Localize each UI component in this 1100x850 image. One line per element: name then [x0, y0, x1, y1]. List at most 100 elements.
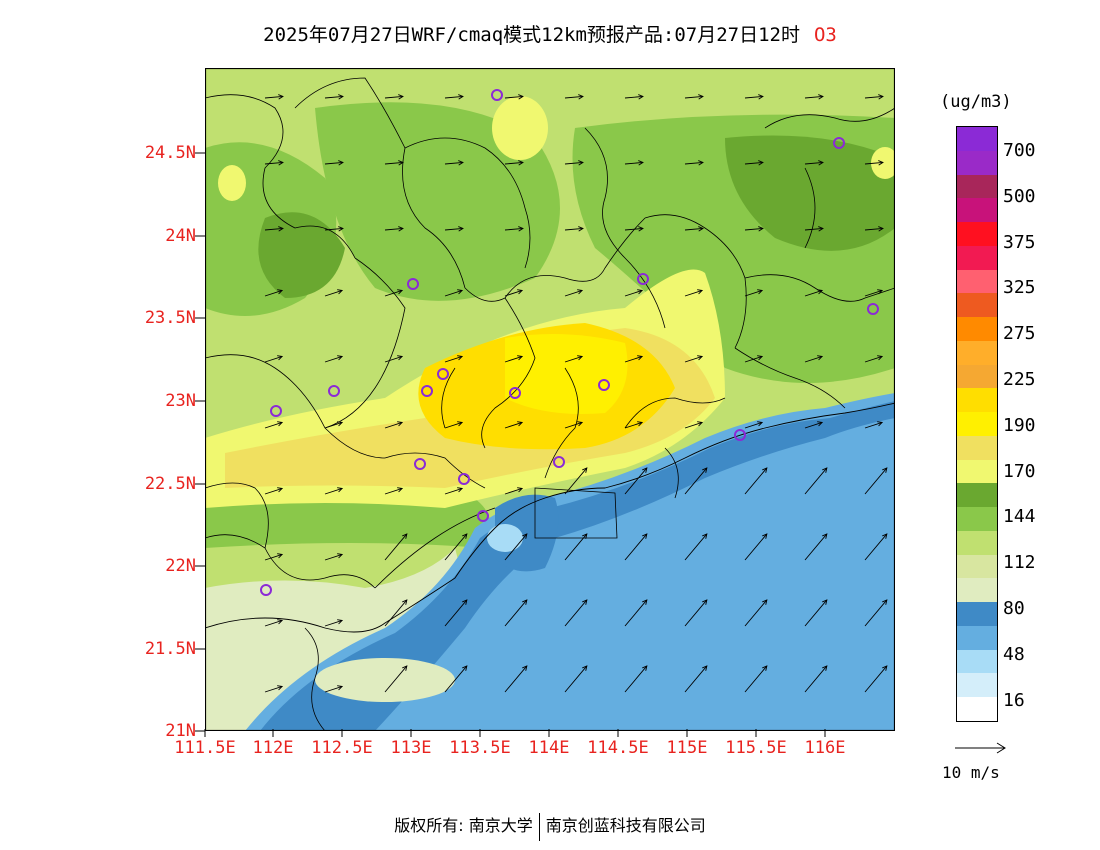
wind-arrow — [564, 467, 588, 495]
wind-arrow — [624, 467, 648, 495]
wind-arrow — [444, 488, 463, 495]
wind-arrow-head — [462, 665, 468, 671]
wind-arrow — [684, 95, 703, 99]
wind-arrow-head — [757, 289, 764, 295]
wind-arrow-head — [397, 289, 404, 295]
wind-arrow-head — [458, 160, 464, 166]
wind-arrow-head — [277, 553, 284, 559]
wind-arrow — [624, 95, 643, 99]
wind-arrow — [384, 599, 408, 627]
wind-arrow-head — [278, 94, 284, 100]
wind-arrow-head — [578, 94, 584, 100]
colorbar-label: 16 — [1003, 689, 1025, 711]
wind-arrow-head — [822, 533, 828, 539]
colorbar — [956, 126, 998, 722]
wind-arrow-head — [338, 226, 344, 232]
wind-arrow-head — [337, 289, 344, 295]
wind-arrow-head — [517, 355, 524, 361]
wind-arrow — [864, 599, 888, 627]
wind-arrow-head — [697, 289, 704, 295]
station-marker — [598, 379, 610, 391]
wind-arrow — [684, 227, 703, 231]
wind-arrow — [444, 599, 468, 627]
wind-arrow — [624, 599, 648, 627]
x-tick-label: 111.5E — [174, 738, 236, 758]
wind-arrow — [864, 533, 888, 561]
colorbar-segment — [957, 483, 997, 507]
wind-arrow — [564, 95, 583, 99]
station-marker — [328, 385, 340, 397]
wind-arrow — [684, 356, 703, 363]
wind-arrow-head — [457, 355, 464, 361]
ozone-map — [205, 68, 895, 731]
wind-arrow-head — [577, 355, 584, 361]
wind-vector-field — [264, 94, 888, 693]
wind-arrow — [264, 620, 283, 627]
station-marker — [553, 456, 565, 468]
wind-arrow — [384, 95, 403, 99]
wind-arrow — [384, 422, 403, 429]
wind-arrow — [624, 356, 643, 363]
pollutant-label: O3 — [813, 24, 837, 46]
ocean-coastal-band — [260, 401, 895, 731]
wind-arrow-head — [697, 421, 704, 427]
station-marker — [637, 273, 649, 285]
wind-arrow — [744, 665, 768, 693]
wind-arrow — [864, 665, 888, 693]
x-tick-label: 114.5E — [587, 738, 649, 758]
wind-arrow — [864, 467, 888, 495]
wind-arrow — [684, 161, 703, 165]
colorbar-label: 375 — [1003, 231, 1036, 253]
wind-arrow-head — [578, 160, 584, 166]
y-tick-label: 23.5N — [144, 308, 196, 328]
colorbar-segment — [957, 554, 997, 579]
wind-arrow-head — [578, 226, 584, 232]
wind-arrow — [504, 227, 523, 231]
wind-arrow — [324, 356, 343, 363]
wind-arrow — [264, 422, 283, 429]
wind-arrow — [324, 290, 343, 297]
wind-arrow — [564, 161, 583, 165]
wind-arrow — [324, 161, 343, 165]
x-axis-ticks — [204, 729, 826, 737]
wind-arrow — [444, 95, 463, 99]
concentration-band-144-dark — [258, 212, 345, 298]
x-tick-label: 116E — [804, 738, 846, 758]
wind-arrow-head — [822, 665, 828, 671]
colorbar-segment — [957, 174, 997, 199]
wind-arrow — [264, 290, 283, 297]
wind-arrow-head — [637, 355, 644, 361]
y-tick-label: 23N — [165, 391, 196, 411]
concentration-band-144-dark — [725, 135, 895, 251]
wind-arrow — [504, 488, 523, 495]
concentration-band-190-core — [505, 334, 628, 414]
wind-arrow — [564, 422, 583, 429]
wind-arrow-head — [518, 160, 524, 166]
wind-arrow — [744, 533, 768, 561]
colorbar-segment — [957, 245, 997, 270]
colorbar-segment — [957, 412, 997, 436]
wind-arrow-head — [817, 355, 824, 361]
station-marker — [414, 458, 426, 470]
wind-arrow — [504, 665, 528, 693]
station-marker — [407, 278, 419, 290]
wind-arrow-head — [817, 289, 824, 295]
colorbar-segment — [957, 269, 997, 294]
wind-arrow — [624, 665, 648, 693]
station-marker — [833, 137, 845, 149]
colorbar-segment — [957, 673, 997, 697]
concentration-island-170 — [492, 96, 548, 160]
wind-arrow-head — [462, 599, 468, 605]
wind-arrow — [624, 422, 643, 429]
wind-arrow-head — [517, 421, 524, 427]
wind-arrow-head — [697, 355, 704, 361]
wind-reference-arrow — [955, 742, 1006, 754]
wind-arrow — [564, 227, 583, 231]
wind-arrow — [564, 599, 588, 627]
wind-arrow — [564, 665, 588, 693]
station-marker — [491, 89, 503, 101]
wind-arrow-head — [757, 421, 764, 427]
wind-arrow — [384, 488, 403, 495]
colorbar-segment — [957, 459, 997, 484]
wind-arrow-head — [702, 467, 708, 473]
